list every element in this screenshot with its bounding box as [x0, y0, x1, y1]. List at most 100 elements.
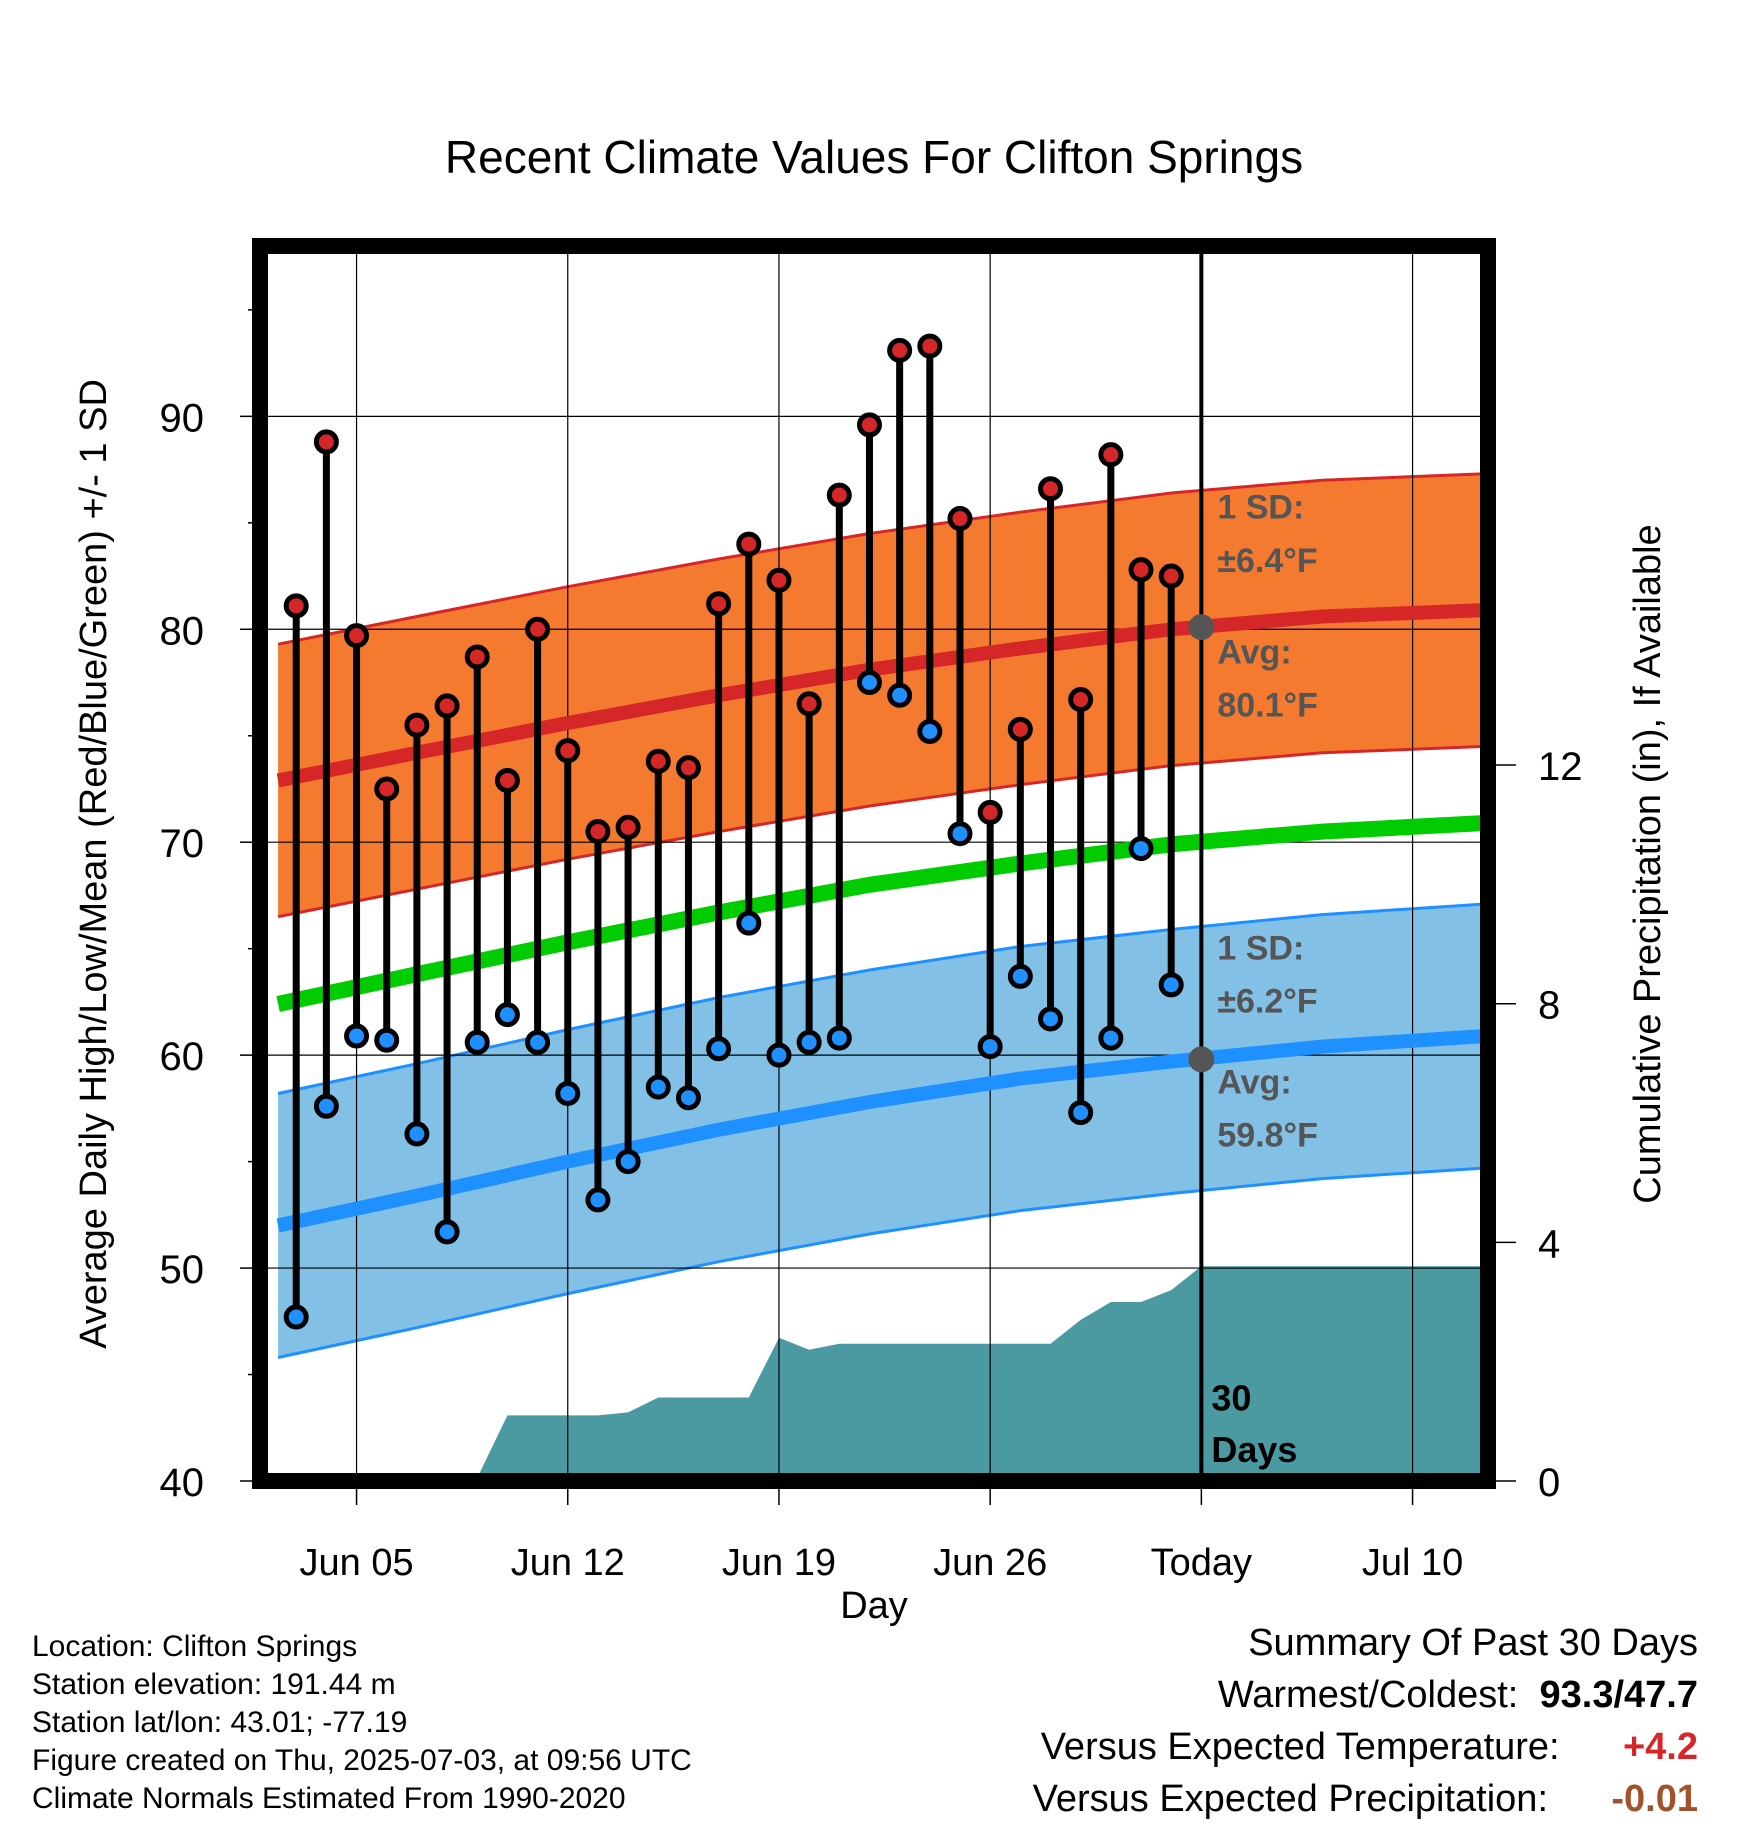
summary-extremes: Warmest/Coldest: 93.3/47.7 [1217, 1674, 1698, 1716]
daily-high-point [585, 819, 611, 845]
daily-low-point [856, 670, 882, 696]
precip-label: Versus Expected Precipitation: [1032, 1778, 1549, 1820]
y-tick-label: 70 [160, 822, 205, 866]
mean-normal-line [276, 815, 1486, 1012]
y-tick-label: 60 [160, 1035, 205, 1079]
y-tick-label: 80 [160, 609, 205, 653]
daily-low-point [615, 1149, 641, 1175]
latlon-text: Station lat/lon: 43.01; -77.19 [32, 1706, 408, 1739]
daily-low-point [1038, 1006, 1064, 1032]
daily-high-point [675, 755, 701, 781]
daily-low-point [1007, 963, 1033, 989]
daily-high-point [1098, 442, 1124, 468]
daily-high-point [313, 429, 339, 455]
today-days-label: Days [1211, 1429, 1297, 1470]
temp-departure-value: +4.2 [1622, 1726, 1698, 1768]
today-days-label: 30 [1211, 1378, 1251, 1419]
daily-low-point [887, 682, 913, 708]
daily-high-point [464, 644, 490, 670]
daily-high-point [706, 591, 732, 617]
low-normal-line [276, 1029, 1486, 1233]
daily-high-point [1128, 557, 1154, 583]
y-tick-label: 50 [160, 1248, 205, 1292]
daily-high-point [615, 814, 641, 840]
high-sd-label: 1 SD: [1217, 489, 1304, 527]
daily-low-point [766, 1042, 792, 1068]
daily-low-point [374, 1027, 400, 1053]
precipitation-area [260, 1266, 1488, 1481]
x-axis-label: Day [840, 1585, 908, 1627]
high-avg-value: 80.1°F [1217, 687, 1318, 725]
station-metadata: Location: Clifton Springs Station elevat… [32, 1628, 692, 1818]
daily-high-point [736, 531, 762, 557]
normals-text: Climate Normals Estimated From 1990-2020 [32, 1782, 626, 1815]
y2-tick-label: 12 [1538, 745, 1583, 789]
daily-low-point [283, 1304, 309, 1330]
daily-low-point [555, 1080, 581, 1106]
chart-title: Recent Climate Values For Clifton Spring… [445, 131, 1303, 183]
daily-low-point [344, 1023, 370, 1049]
high-sd-value: ±6.4°F [1217, 542, 1317, 580]
daily-high-point [283, 593, 309, 619]
daily-high-point [766, 567, 792, 593]
extremes-label: Warmest/Coldest: [1217, 1674, 1519, 1716]
summary-temp: Versus Expected Temperature: +4.2 [1041, 1726, 1698, 1769]
daily-low-point [675, 1085, 701, 1111]
y2-axis-label: Cumulative Precipitation (in), If Availa… [1627, 524, 1669, 1203]
daily-high-point [917, 333, 943, 359]
y-tick-label: 40 [160, 1461, 205, 1505]
x-tick-label: Jun 12 [511, 1542, 625, 1584]
daily-high-point [977, 799, 1003, 825]
temp-label: Versus Expected Temperature: [1040, 1726, 1560, 1768]
x-tick-label: Jun 05 [300, 1542, 414, 1584]
y-tick-label: 90 [160, 396, 205, 440]
daily-low-point [645, 1074, 671, 1100]
daily-high-point [887, 337, 913, 363]
daily-high-point [344, 623, 370, 649]
daily-low-point [404, 1121, 430, 1147]
location-text: Location: Clifton Springs [32, 1630, 358, 1663]
elevation-text: Station elevation: 191.44 m [32, 1668, 396, 1701]
low-avg-label: Avg: [1217, 1063, 1291, 1101]
plot-area: 1 SD: ±6.4°F Avg: 80.1°F 1 SD: ±6.2°F Avg: 59.8… [260, 246, 1488, 1481]
daily-high-point [1158, 563, 1184, 589]
daily-high-point [947, 506, 973, 532]
warmest-value: 93.3 [1539, 1674, 1614, 1716]
y-axis-label: Average Daily High/Low/Mean (Red/Blue/Gr… [73, 379, 115, 1349]
created-text: Figure created on Thu, 2025-07-03, at 09… [32, 1744, 692, 1777]
daily-high-point [1038, 476, 1064, 502]
daily-low-point [947, 821, 973, 847]
today-low-avg-marker [1188, 1046, 1215, 1073]
daily-low-point [917, 718, 943, 744]
high-avg-label: Avg: [1217, 633, 1291, 671]
daily-high-point [525, 616, 551, 642]
y2-tick-label: 4 [1538, 1222, 1560, 1266]
daily-high-point [434, 693, 460, 719]
plot-frame [252, 238, 1496, 1489]
daily-high-point [1068, 687, 1094, 713]
daily-low-point [826, 1025, 852, 1051]
daily-high-point [856, 412, 882, 438]
daily-low-point [585, 1187, 611, 1213]
summary-precip: Versus Expected Precipitation: -0.01 [1033, 1778, 1698, 1821]
low-sd-upper-line [277, 902, 1486, 1095]
daily-low-point [1158, 972, 1184, 998]
daily-low-point [1068, 1100, 1094, 1126]
daily-high-point [796, 691, 822, 717]
daily-low-point [796, 1029, 822, 1055]
daily-high-point [374, 776, 400, 802]
y2-tick-label: 0 [1538, 1461, 1560, 1505]
low-sd-value: ±6.2°F [1217, 983, 1317, 1021]
x-tick-label: Jul 10 [1362, 1542, 1463, 1584]
daily-high-point [826, 482, 852, 508]
precip-departure-value: -0.01 [1611, 1778, 1698, 1820]
daily-high-point [494, 767, 520, 793]
x-tick-label: Today [1151, 1542, 1252, 1584]
daily-low-point [494, 1002, 520, 1028]
low-sd-label: 1 SD: [1217, 929, 1304, 967]
daily-high-point [555, 738, 581, 764]
x-tick-label: Jun 26 [933, 1542, 1047, 1584]
daily-low-point [434, 1219, 460, 1245]
daily-low-point [1128, 836, 1154, 862]
